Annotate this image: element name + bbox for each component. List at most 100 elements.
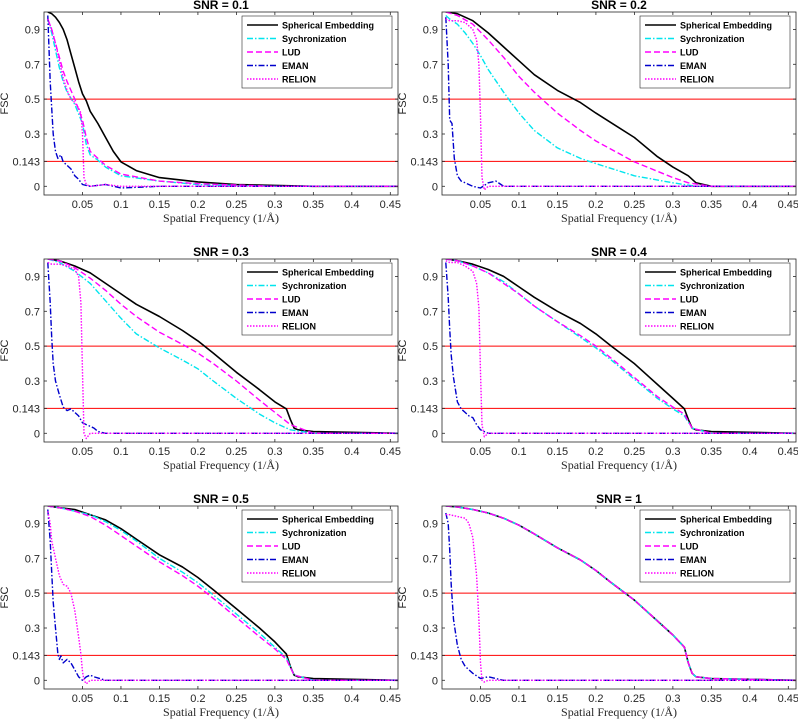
x-tick-label: 0.45 — [778, 199, 798, 211]
y-tick-label: 0.7 — [25, 59, 40, 71]
x-tick-label: 0.2 — [190, 446, 205, 458]
series-line-lud — [445, 12, 796, 188]
legend-label: Sychronization — [680, 281, 745, 291]
legend-label: Sychronization — [282, 34, 347, 44]
y-tick-label: 0 — [432, 428, 438, 440]
x-tick-label: 0.3 — [267, 693, 282, 705]
chart-title: SNR = 0.1 — [193, 0, 249, 12]
legend-label: Sychronization — [680, 34, 745, 44]
x-tick-label: 0.35 — [701, 446, 722, 458]
x-tick-label: 0.15 — [547, 693, 568, 705]
y-tick-label: 0.9 — [423, 518, 438, 530]
axes-box — [43, 258, 399, 443]
fsc-panel-4: 0.05 0.1 0.15 0.2 0.25 0.3 0.35 0.4 0.45 0 0.143 0.… — [397, 245, 798, 472]
y-tick-label: 0.7 — [25, 553, 40, 565]
legend-label: RELION — [680, 322, 714, 332]
y-tick-label: 0.9 — [25, 24, 40, 36]
legend-label: EMAN — [282, 61, 309, 71]
series-line-relion — [445, 514, 796, 683]
series-line-relion — [47, 261, 398, 440]
y-axis-label: FSC — [0, 92, 11, 114]
series-group — [445, 12, 796, 191]
x-tick-label: 0.05 — [470, 693, 491, 705]
legend: Spherical Embedding Sychronization LUD EMAN… — [241, 262, 393, 336]
chart-title: SNR = 0.2 — [591, 0, 647, 12]
y-tick-label: 0 — [432, 675, 438, 687]
legend-label: LUD — [282, 295, 301, 305]
fsc-panel-2: 0.05 0.1 0.15 0.2 0.25 0.3 0.35 0.4 0.45 0 0.143 0.… — [397, 0, 798, 225]
x-tick-label: 0.15 — [149, 693, 170, 705]
y-tick-label: 0.5 — [423, 588, 438, 600]
legend-box — [241, 262, 393, 336]
y-tick-label: 0.143 — [12, 650, 40, 662]
legend-label: Spherical Embedding — [282, 268, 374, 278]
x-axis-label: Spatial Frequency (1/Å) — [163, 211, 279, 225]
legend-label: LUD — [282, 542, 301, 552]
x-tick-label: 0.35 — [303, 693, 324, 705]
x-tick-label: 0.3 — [665, 446, 680, 458]
x-tick-label: 0.15 — [547, 199, 568, 211]
x-tick-label: 0.25 — [226, 446, 247, 458]
y-tick-label: 0.5 — [25, 588, 40, 600]
fsc-panel-5: 0.05 0.1 0.15 0.2 0.25 0.3 0.35 0.4 0.45 0 0.143 0.… — [0, 492, 401, 719]
x-axis-label: Spatial Frequency (1/Å) — [163, 458, 279, 472]
x-tick-label: 0.2 — [190, 199, 205, 211]
y-tick-label: 0.5 — [423, 341, 438, 353]
x-axis-label: Spatial Frequency (1/Å) — [561, 705, 677, 719]
x-tick-label: 0.35 — [303, 199, 324, 211]
series-line-sychronization — [445, 259, 796, 434]
x-tick-label: 0.35 — [303, 446, 324, 458]
x-tick-label: 0.1 — [113, 199, 128, 211]
x-tick-label: 0.45 — [778, 693, 798, 705]
legend-label: Sychronization — [680, 528, 745, 538]
fsc-panel-6: 0.05 0.1 0.15 0.2 0.25 0.3 0.35 0.4 0.45 0 0.143 0.… — [397, 492, 798, 719]
x-tick-label: 0.05 — [470, 199, 491, 211]
legend-label: RELION — [282, 75, 316, 85]
x-tick-label: 0.4 — [344, 693, 359, 705]
y-tick-label: 0.143 — [12, 156, 40, 168]
series-line-eman — [445, 17, 796, 189]
legend-label: RELION — [680, 569, 714, 579]
x-tick-label: 0.1 — [511, 199, 526, 211]
x-tick-label: 0.35 — [701, 199, 722, 211]
x-tick-label: 0.3 — [267, 199, 282, 211]
legend: Spherical Embedding Sychronization LUD EMAN… — [639, 509, 791, 583]
y-tick-label: 0.3 — [25, 623, 40, 635]
y-axis-label: FSC — [397, 92, 409, 114]
legend-label: LUD — [680, 48, 699, 58]
series-line-lud — [47, 18, 398, 188]
fsc-panel-1: 0.05 0.1 0.15 0.2 0.25 0.3 0.35 0.4 0.45 0 0.143 0.… — [0, 0, 401, 225]
y-tick-label: 0.9 — [423, 24, 438, 36]
series-line-spherical-embedding — [445, 12, 796, 188]
x-tick-label: 0.15 — [149, 199, 170, 211]
axes-box — [43, 11, 399, 196]
series-group — [47, 12, 398, 189]
y-tick-label: 0.5 — [423, 94, 438, 106]
y-axis-label: FSC — [0, 339, 11, 361]
y-tick-label: 0.5 — [25, 94, 40, 106]
legend-label: EMAN — [680, 61, 707, 71]
axes-box — [441, 11, 797, 196]
series-line-spherical-embedding — [47, 259, 398, 435]
series-line-eman — [445, 512, 796, 681]
series-line-sychronization — [47, 259, 398, 434]
series-line-eman — [47, 509, 398, 681]
series-group — [47, 506, 398, 685]
legend-label: LUD — [282, 48, 301, 58]
legend-label: Spherical Embedding — [680, 515, 772, 525]
x-tick-label: 0.25 — [624, 693, 645, 705]
x-tick-label: 0.1 — [511, 446, 526, 458]
legend: Spherical Embedding Sychronization LUD EMAN… — [241, 509, 393, 583]
x-tick-label: 0.15 — [149, 446, 170, 458]
x-tick-label: 0.25 — [226, 199, 247, 211]
y-axis-label: FSC — [0, 586, 11, 608]
y-tick-label: 0 — [432, 181, 438, 193]
y-tick-label: 0.143 — [410, 403, 438, 415]
x-axis-label: Spatial Frequency (1/Å) — [163, 705, 279, 719]
axes-box — [441, 258, 797, 443]
series-line-relion — [47, 18, 398, 188]
series-line-relion — [445, 18, 796, 191]
legend: Spherical Embedding Sychronization LUD EMAN… — [639, 15, 791, 89]
x-tick-label: 0.35 — [701, 693, 722, 705]
